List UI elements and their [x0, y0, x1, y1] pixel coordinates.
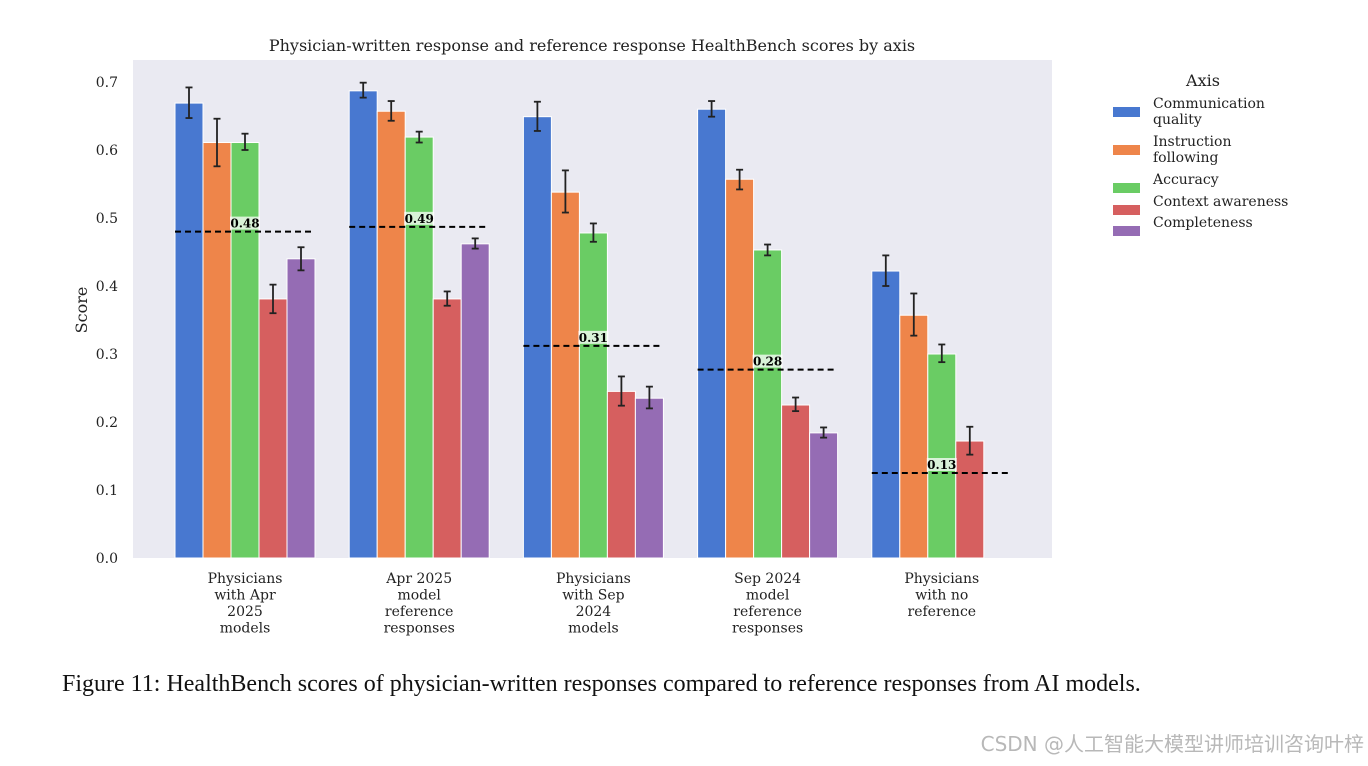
- legend-label: Completeness: [1153, 215, 1253, 231]
- bar: [927, 353, 957, 559]
- chart-title: Physician-written response and reference…: [269, 36, 915, 55]
- bar: [606, 390, 636, 559]
- legend-label: Context awareness: [1153, 194, 1288, 210]
- watermark: CSDN @人工智能大模型讲师培训咨询叶梓: [980, 732, 1364, 756]
- error-bar: [387, 100, 395, 122]
- bar: [634, 397, 664, 559]
- bar: [174, 102, 204, 559]
- error-bar: [966, 425, 974, 456]
- legend-item: Communication quality: [1113, 96, 1265, 128]
- legend-swatch: [1113, 205, 1140, 215]
- bar: [781, 404, 811, 559]
- bar: [432, 298, 462, 559]
- error-bar: [736, 168, 744, 191]
- bar: [522, 116, 552, 559]
- average-lines: 0.48 0.49 0.31 0.28 0.13: [175, 211, 1012, 474]
- average-label: 0.48: [230, 217, 259, 231]
- category-label: Apr 2025 model reference responses: [384, 571, 455, 637]
- bar: [286, 258, 316, 559]
- bar: [899, 314, 929, 559]
- bars: [174, 90, 985, 559]
- bar: [376, 110, 406, 559]
- category-label: Sep 2024 model reference responses: [732, 571, 803, 637]
- average-label: 0.28: [753, 355, 782, 369]
- error-bar: [910, 292, 918, 337]
- category-label: Physicians with no reference: [904, 571, 979, 620]
- y-tick-label: 0.5: [96, 211, 118, 227]
- average-label-bg: [578, 330, 609, 344]
- error-bar: [185, 86, 193, 119]
- error-bar: [415, 130, 423, 144]
- average-label-bg: [926, 458, 957, 471]
- bar: [955, 440, 985, 559]
- y-tick-label: 0.1: [96, 483, 118, 499]
- legend-swatch: [1113, 226, 1140, 236]
- average-label-bg: [230, 216, 260, 230]
- error-bar: [938, 343, 946, 364]
- legend-swatch: [1113, 107, 1140, 117]
- error-bar: [443, 290, 451, 307]
- error-bar: [589, 222, 597, 243]
- error-bar: [792, 396, 800, 413]
- bar: [697, 108, 727, 559]
- average-label: 0.13: [927, 458, 956, 472]
- error-bar: [617, 375, 625, 407]
- legend-item: Accuracy: [1113, 172, 1219, 193]
- error-bar: [359, 81, 367, 99]
- y-tick-label: 0.6: [96, 143, 118, 159]
- bar: [258, 298, 288, 559]
- y-tick-label: 0.7: [96, 75, 118, 91]
- error-bar: [241, 132, 249, 151]
- legend-swatch: [1113, 145, 1140, 155]
- error-bar: [269, 283, 277, 315]
- bar: [460, 243, 490, 559]
- bar: [753, 249, 783, 559]
- legend: Axis Communication quality Instruction foll…: [1113, 71, 1288, 236]
- bar: [871, 270, 901, 559]
- error-bar: [820, 426, 828, 439]
- error-bar: [561, 169, 569, 214]
- y-tick-label: 0.3: [96, 347, 118, 363]
- bar: [550, 191, 580, 559]
- legend-title: Axis: [1185, 71, 1220, 90]
- average-label: 0.49: [405, 212, 434, 226]
- category-labels: Physicians with Apr 2025 models Apr 2025 mode…: [208, 571, 980, 637]
- legend-swatch: [1113, 183, 1140, 193]
- y-axis-label: Score: [72, 287, 91, 334]
- error-bar: [533, 100, 541, 132]
- y-axis-ticks: 0.0 0.1 0.2 0.3 0.4 0.5 0.6 0.7: [96, 75, 118, 567]
- bar: [725, 178, 755, 559]
- bar: [202, 142, 232, 559]
- bar: [230, 142, 260, 559]
- legend-label: Communication quality: [1153, 96, 1265, 128]
- category-label: Physicians with Sep 2024 models: [556, 571, 631, 637]
- average-label: 0.31: [579, 331, 608, 345]
- legend-label: Accuracy: [1152, 172, 1219, 188]
- error-bar: [297, 246, 305, 272]
- error-bar: [764, 243, 772, 257]
- category-label: Physicians with Apr 2025 models: [208, 571, 283, 637]
- legend-item: Completeness: [1113, 215, 1253, 236]
- error-bar: [213, 117, 221, 168]
- legend-item: Instruction following: [1113, 134, 1231, 166]
- y-tick-label: 0.0: [96, 551, 118, 567]
- average-label-bg: [752, 354, 783, 368]
- y-tick-label: 0.4: [96, 279, 118, 295]
- error-bar: [708, 100, 716, 118]
- bar: [578, 232, 608, 559]
- error-bar: [645, 385, 653, 410]
- average-label-bg: [404, 211, 435, 225]
- y-tick-label: 0.2: [96, 415, 118, 431]
- legend-item: Context awareness: [1113, 194, 1288, 215]
- chart: Physician-written response and reference…: [72, 36, 1288, 637]
- bar: [404, 136, 434, 559]
- bar: [809, 432, 839, 559]
- bar: [348, 90, 378, 559]
- error-bar: [882, 254, 890, 287]
- legend-label: Instruction following: [1153, 134, 1231, 166]
- figure-caption: Figure 11: HealthBench scores of physici…: [62, 671, 1141, 697]
- error-bar: [471, 237, 479, 250]
- error-bars: [185, 81, 974, 456]
